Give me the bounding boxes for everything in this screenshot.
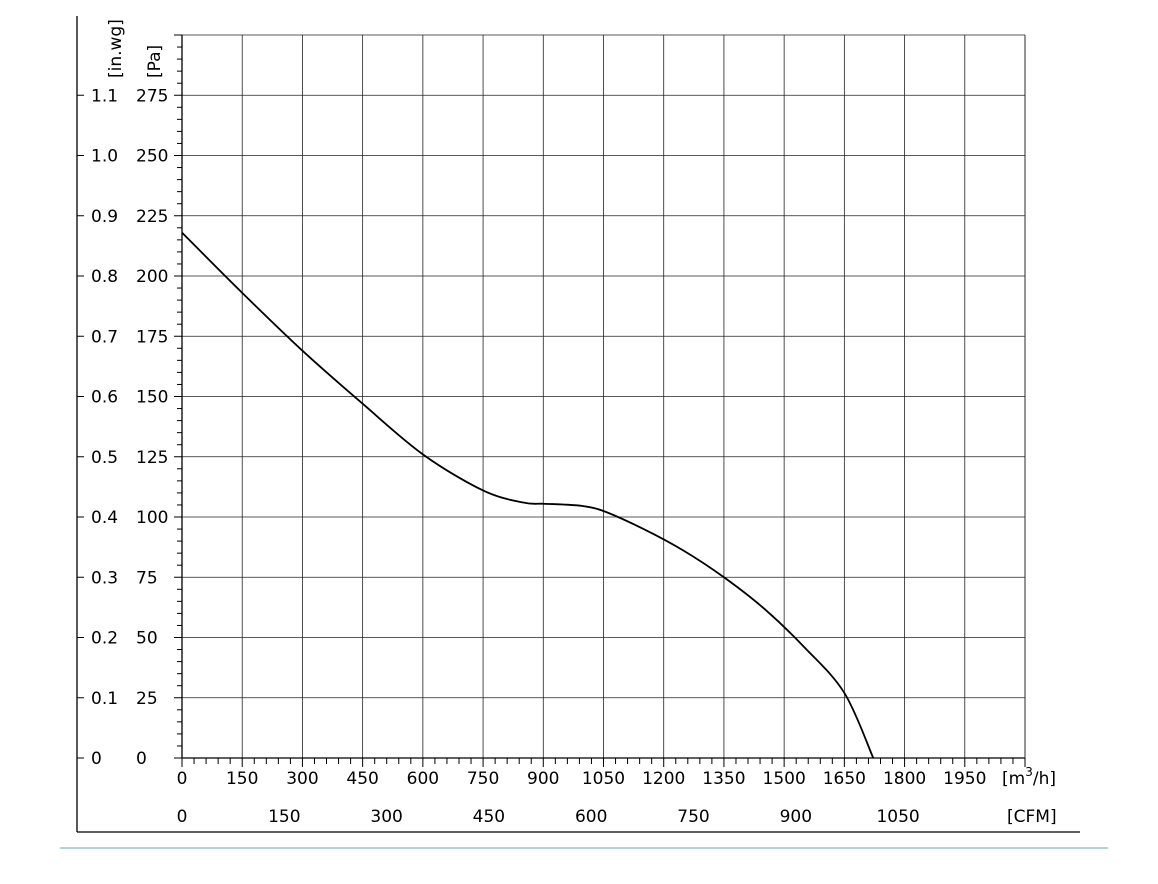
x-axis-unit-base: [m xyxy=(1002,769,1025,789)
y-tick-label: 25 xyxy=(136,689,158,709)
x-tick-label: 1650 xyxy=(823,769,866,789)
x2-tick-label: 450 xyxy=(473,807,505,827)
x-tick-label: 450 xyxy=(346,769,378,789)
y2-axis-unit-label: [in.wg] xyxy=(106,19,126,78)
x2-tick-label: 150 xyxy=(268,807,300,827)
y2-tick-label: 0.4 xyxy=(91,508,118,528)
x-tick-label: 750 xyxy=(467,769,499,789)
x2-tick-label: 900 xyxy=(780,807,812,827)
x-tick-label: 600 xyxy=(407,769,439,789)
x2-tick-label: 1050 xyxy=(876,807,919,827)
x2-tick-label: 0 xyxy=(177,807,188,827)
x-tick-label: 900 xyxy=(527,769,559,789)
y2-tick-label: 1.1 xyxy=(91,86,118,106)
y-tick-label: 275 xyxy=(136,86,168,106)
x-tick-label: 1500 xyxy=(763,769,806,789)
y-tick-label: 50 xyxy=(136,629,158,649)
y-tick-label: 75 xyxy=(136,568,158,588)
y2-tick-label: 0.5 xyxy=(91,448,118,468)
y-tick-label: 125 xyxy=(136,448,168,468)
y2-tick-label: 0 xyxy=(91,749,102,769)
y2-tick-label: 0.9 xyxy=(91,207,118,227)
x2-tick-label: 600 xyxy=(575,807,607,827)
x-tick-label: 1800 xyxy=(883,769,926,789)
x-tick-label: 1200 xyxy=(642,769,685,789)
y2-tick-label: 0.7 xyxy=(91,327,118,347)
x-tick-label: 0 xyxy=(177,769,188,789)
y-tick-label: 100 xyxy=(136,508,168,528)
y2-tick-label: 0.8 xyxy=(91,267,118,287)
y-axis-unit-label: [Pa] xyxy=(145,45,165,78)
x2-axis-unit-label: [CFM] xyxy=(1007,807,1057,827)
y2-tick-label: 0.6 xyxy=(91,388,118,408)
x2-tick-label: 750 xyxy=(677,807,709,827)
y-tick-label: 175 xyxy=(136,327,168,347)
x-tick-label: 300 xyxy=(286,769,318,789)
series-line-0 xyxy=(182,233,873,758)
x-axis-unit-tail: /h] xyxy=(1033,769,1056,789)
y-tick-label: 0 xyxy=(136,749,147,769)
x-tick-label: 1350 xyxy=(702,769,745,789)
y2-tick-label: 0.1 xyxy=(91,689,118,709)
x-axis-unit-label: [m3/h] xyxy=(1002,765,1056,789)
axes xyxy=(77,16,1025,832)
x-axis-unit-sup: 3 xyxy=(1025,765,1033,779)
minor-ticks xyxy=(174,35,1025,767)
x-tick-label: 150 xyxy=(226,769,258,789)
y2-tick-label: 0.3 xyxy=(91,568,118,588)
y-tick-label: 250 xyxy=(136,147,168,167)
y2-tick-label: 0.2 xyxy=(91,629,118,649)
y-tick-label: 225 xyxy=(136,207,168,227)
x-tick-label: 1950 xyxy=(943,769,986,789)
x-tick-label: 1050 xyxy=(582,769,625,789)
y-tick-label: 200 xyxy=(136,267,168,287)
series-layer xyxy=(182,233,873,759)
y2-tick-label: 1.0 xyxy=(91,147,118,167)
grid xyxy=(182,35,1025,758)
x2-tick-label: 300 xyxy=(370,807,402,827)
y-tick-label: 150 xyxy=(136,388,168,408)
